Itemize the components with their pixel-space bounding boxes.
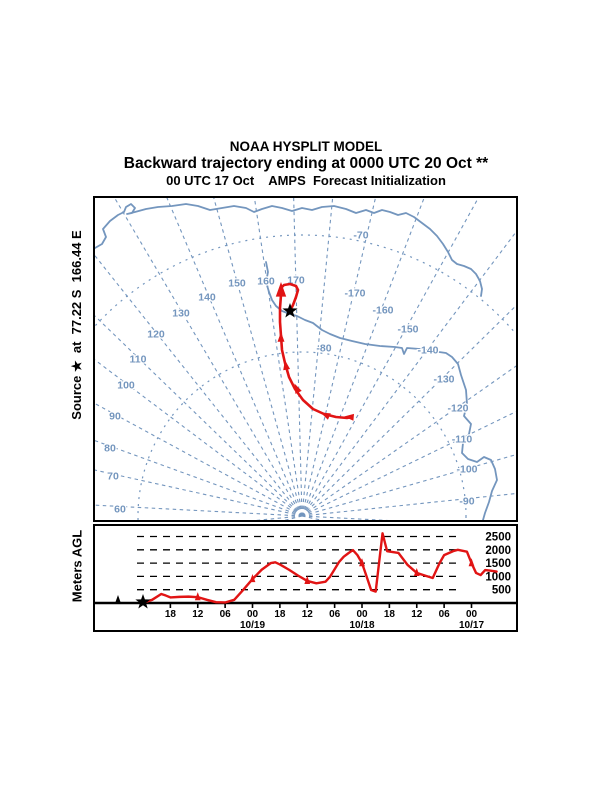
time-tick-label: 06 xyxy=(329,609,341,620)
meridian-label: 110 xyxy=(130,354,147,366)
meridian-line xyxy=(301,492,516,517)
time-tick-label: 12 xyxy=(192,609,204,620)
trajectory-map-canvas: -90-100-110-120-130-140-150-160-17017016… xyxy=(95,198,516,520)
date-label: 10/19 xyxy=(240,620,265,630)
meridian-line xyxy=(301,198,376,517)
forecast-init-line: 00 UTC 17 Oct AMPS Forecast Initializati… xyxy=(166,173,446,188)
meridian-label: -130 xyxy=(433,374,454,386)
height-profile-panel: 500 1000 1500 2000 2500 18 12 06 00 18 12 06 00 18 12 0… xyxy=(93,524,518,632)
meridian-label: -140 xyxy=(417,345,438,357)
latitude-label: -70 xyxy=(353,230,368,242)
meridian-line xyxy=(95,504,303,517)
meridian-label: -160 xyxy=(372,305,393,317)
trajectory-map-panel: -90 -100 -110 -120 -130 -140 -150 -160 -170 170 16… xyxy=(93,196,518,522)
time-tick-label: 12 xyxy=(302,609,314,620)
height-time-marker xyxy=(194,592,201,601)
meridian-line xyxy=(95,469,303,517)
trajectory-time-marker xyxy=(283,360,291,371)
height-time-marker xyxy=(359,558,365,567)
meridian-label: 60 xyxy=(114,504,126,516)
meridian-line xyxy=(301,198,425,517)
time-tick-label: 06 xyxy=(220,609,232,620)
time-tick-label: 00 xyxy=(356,609,368,620)
meridian-line xyxy=(253,198,303,517)
meridian-label: 90 xyxy=(109,411,121,423)
trajectory-subtitle: Backward trajectory ending at 0000 UTC 2… xyxy=(123,155,489,172)
meridian-line xyxy=(213,198,303,517)
meridian-line xyxy=(95,440,303,517)
trajectory-time-marker xyxy=(277,332,285,342)
latitude-circle xyxy=(137,351,467,520)
meridian-line xyxy=(293,198,303,517)
meridian-line xyxy=(301,454,516,517)
meridian-label: 140 xyxy=(198,292,216,304)
meridian-line xyxy=(301,411,516,517)
meridian-label: 80 xyxy=(104,443,116,455)
trajectory-path xyxy=(278,282,354,420)
height-gridline-label: 500 xyxy=(492,585,511,597)
height-profile-line xyxy=(141,532,498,604)
meridian-label: -110 xyxy=(452,434,473,446)
source-coordinates-label: Source ★ at 77.22 S 166.44 E xyxy=(69,230,84,420)
meridian-label: -150 xyxy=(397,324,418,336)
meridian-line xyxy=(301,231,516,517)
meridian-line xyxy=(301,365,516,517)
height-gridline-label: 2000 xyxy=(485,545,511,557)
source-star-icon xyxy=(282,303,298,318)
meridian-label: 160 xyxy=(257,276,275,288)
meters-agl-label: Meters AGL xyxy=(69,529,85,603)
coastline xyxy=(95,203,483,297)
height-gridline-label: 2500 xyxy=(485,532,511,544)
time-tick-label: 00 xyxy=(247,609,259,620)
height-gridline-label: 1500 xyxy=(485,558,511,570)
meridian-line xyxy=(301,198,479,517)
height-time-marker xyxy=(249,574,256,583)
trajectory-time-marker xyxy=(294,383,302,394)
model-title: NOAA HYSPLIT MODEL xyxy=(229,139,383,154)
meridian-label: -100 xyxy=(456,464,477,476)
time-tick-label: 12 xyxy=(411,609,423,620)
height-time-marker xyxy=(413,567,420,577)
time-tick-label: 00 xyxy=(466,609,478,620)
meridian-label: 100 xyxy=(117,380,135,392)
meridian-label: 70 xyxy=(107,471,119,483)
axis-start-marker xyxy=(115,595,121,604)
meridian-line xyxy=(114,198,303,517)
meridian-line xyxy=(95,315,303,517)
meridian-line xyxy=(95,359,303,517)
time-tick-label: 06 xyxy=(439,609,451,620)
meridian-line xyxy=(95,254,303,517)
meridian-label: -90 xyxy=(459,496,474,508)
latitude-label: -80 xyxy=(316,343,331,355)
meridian-label: 120 xyxy=(147,329,165,341)
trajectory-time-marker xyxy=(320,412,331,420)
meridian-line xyxy=(95,402,303,517)
latitude-circle xyxy=(95,234,516,335)
source-star-icon xyxy=(135,594,151,609)
meridian-label: 130 xyxy=(172,308,190,320)
meridian-label: -120 xyxy=(447,403,468,415)
time-tick-label: 18 xyxy=(165,609,177,620)
meridian-label: -170 xyxy=(344,288,365,300)
meridian-line xyxy=(254,515,303,520)
date-label: 10/18 xyxy=(349,620,374,630)
height-gridline-label: 1000 xyxy=(485,571,511,583)
time-tick-label: 18 xyxy=(274,609,286,620)
height-time-marker xyxy=(468,558,475,567)
title-block: NOAA HYSPLIT MODEL Backward trajectory e… xyxy=(95,139,517,189)
date-label: 10/17 xyxy=(459,620,484,630)
trajectory-time-marker xyxy=(275,282,287,297)
height-time-marker xyxy=(304,575,311,585)
meridian-line xyxy=(301,198,334,517)
meridian-line xyxy=(166,198,303,517)
meridian-line xyxy=(301,304,516,517)
time-tick-label: 18 xyxy=(384,609,396,620)
meridian-label: 150 xyxy=(228,278,246,290)
trajectory-time-marker xyxy=(344,413,355,421)
